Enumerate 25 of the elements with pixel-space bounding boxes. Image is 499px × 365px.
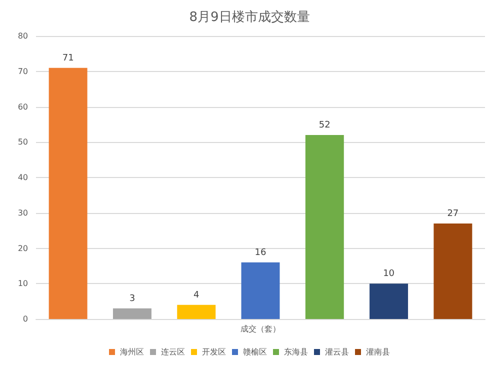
legend-label: 东海县 [284,348,308,356]
legend-label: 开发区 [202,348,226,356]
legend-label: 赣榆区 [243,348,267,356]
data-label: 4 [193,290,200,300]
y-tick-label: 70 [18,66,28,76]
data-label: 3 [129,294,136,304]
chart-title: 8月9日楼市成交数量 [189,9,310,25]
y-tick-label: 80 [18,32,28,40]
y-tick-label: 30 [18,208,28,218]
legend-label: 灌南县 [366,348,390,356]
y-tick-label: 10 [18,279,28,288]
y-tick-label: 50 [18,138,28,147]
legend-label: 海州区 [120,348,144,356]
y-tick-label: 0 [22,314,28,324]
y-tick-label: 60 [18,102,28,112]
data-label: 27 [447,208,459,219]
y-tick-label: 20 [18,244,28,253]
data-label: 52 [318,120,330,131]
legend-label: 灌云县 [325,348,349,356]
legend-label: 连云区 [161,348,185,356]
data-label: 16 [254,248,266,258]
data-label: 10 [383,269,395,280]
data-label: 71 [62,53,74,64]
y-tick-label: 40 [18,173,28,182]
x-axis-title: 成交（套） [240,324,280,334]
